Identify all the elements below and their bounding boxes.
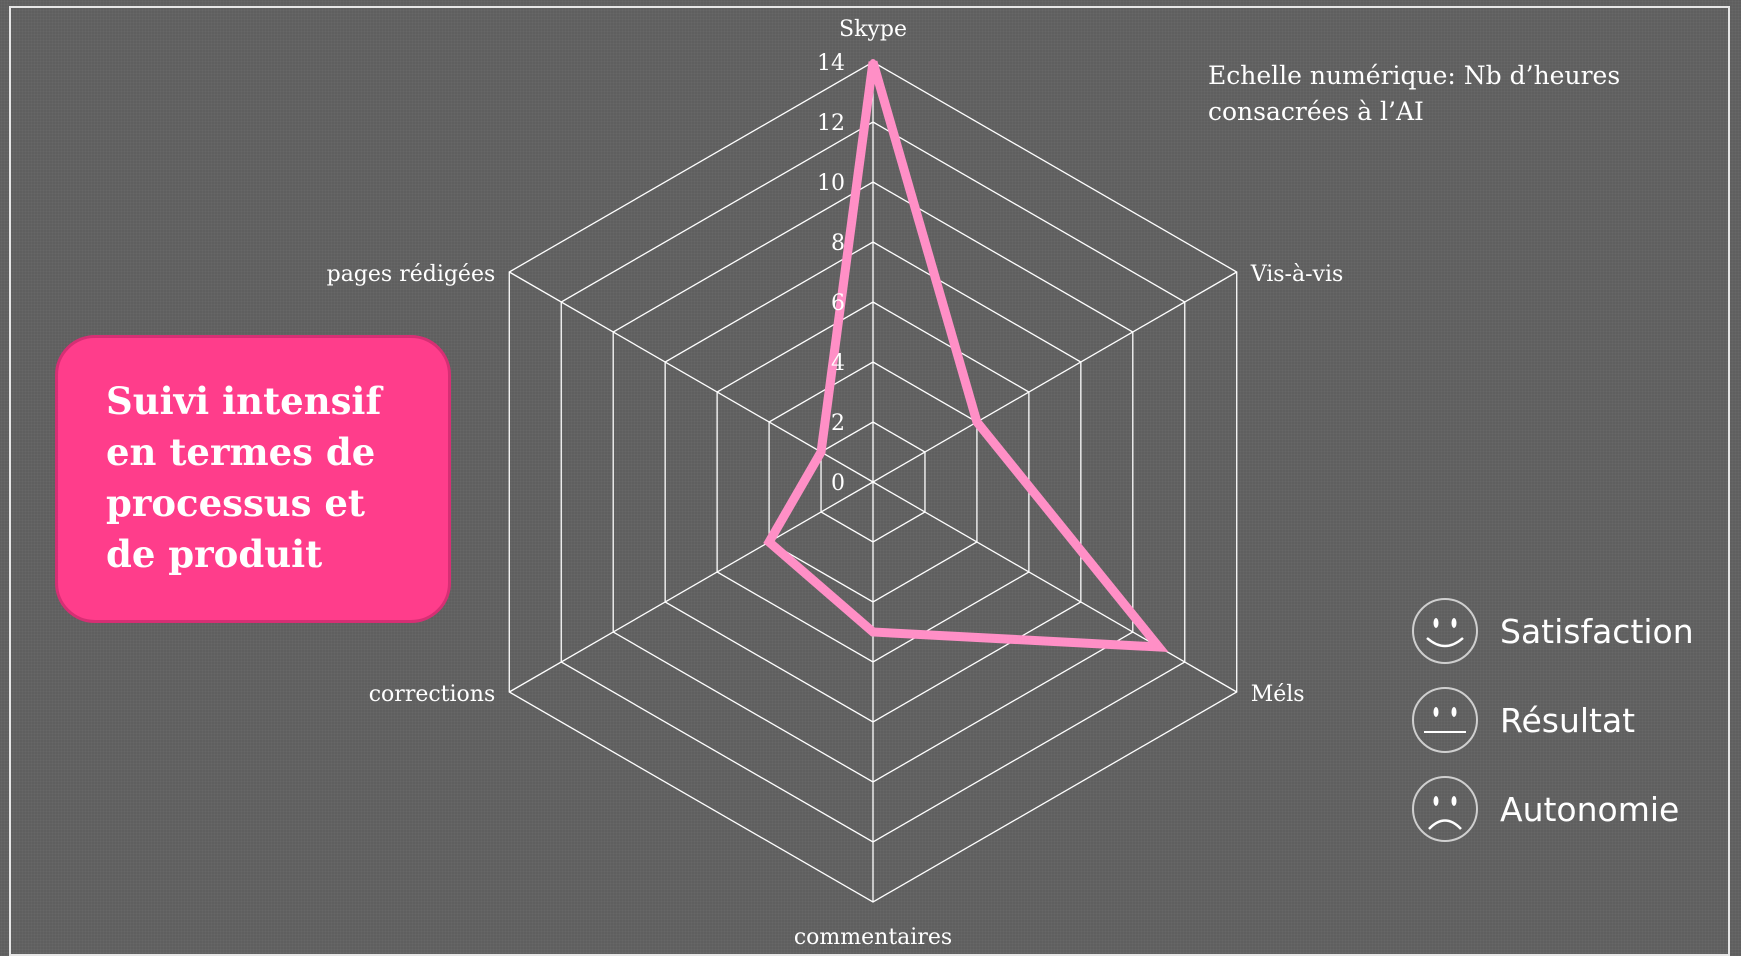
tick-label: 2 [831,411,845,436]
spoke-line [508,481,874,693]
series-point [973,419,980,425]
sad-face-icon [1412,776,1478,842]
radar-series [763,59,1169,653]
tick-label: 14 [817,51,845,76]
axis-label: corrections [369,682,496,707]
callout-line-3: processus et [106,481,366,525]
tick-label: 6 [831,291,845,316]
radar-spokes [508,62,1238,902]
radar-axis-labels: Skype Vis-à-vis Méls commentaires correction… [327,17,1344,950]
axis-label: Skype [839,17,907,42]
legend-item-autonomie: Autonomie [1410,774,1710,844]
legend-item-resultat: Résultat [1410,685,1710,755]
scale-note-line-1: Echelle numérique: Nb d’heures [1208,61,1621,90]
axis-label: pages rédigées [327,262,496,287]
spoke-line [508,271,874,483]
legend: Satisfaction Résultat Autonomie [1410,596,1710,863]
tick-label: 10 [817,171,845,196]
axis-label: Vis-à-vis [1250,262,1344,287]
smiley-face-icon [1412,598,1478,664]
neutral-face-icon [1412,687,1478,753]
callout-line-1: Suivi intensif [106,379,382,423]
series-point [766,539,773,545]
axis-label: Méls [1251,682,1305,707]
radar-tick-labels: 0 2 4 6 8 10 12 14 [817,51,845,496]
spoke-line [872,271,1238,483]
spoke-line [872,481,1238,693]
series-point [870,59,876,65]
legend-label-resultat: Résultat [1500,700,1636,740]
summary-callout: Suivi intensif en termes de processus et… [55,335,451,623]
legend-label-satisfaction: Satisfaction [1500,611,1694,651]
axis-label: commentaires [794,925,952,950]
callout-line-2: en termes de [106,430,376,474]
legend-label-autonomie: Autonomie [1500,789,1680,829]
series-point [870,629,876,635]
scale-note: Echelle numérique: Nb d’heures consacrée… [1208,58,1688,130]
tick-label: 8 [831,231,845,256]
tick-label: 4 [831,351,845,376]
callout-line-4: de produit [106,532,323,576]
scale-note-line-2: consacrées à l’AI [1208,97,1424,126]
legend-item-satisfaction: Satisfaction [1410,596,1710,666]
tick-label: 12 [817,111,845,136]
series-point [818,449,825,455]
series-point [1155,644,1162,650]
tick-label: 0 [831,471,845,496]
